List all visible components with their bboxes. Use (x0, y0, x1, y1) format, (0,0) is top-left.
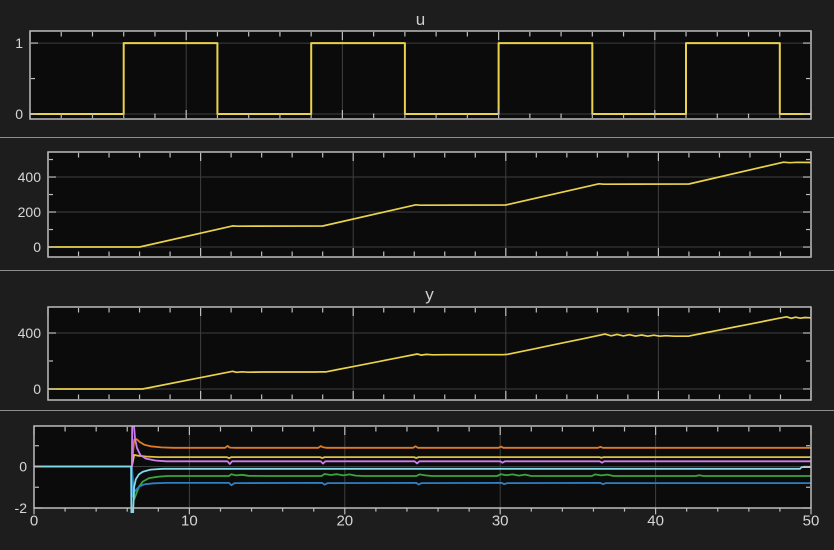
trace-green-state (34, 465, 811, 501)
y-tick-label: 400 (18, 169, 42, 185)
panel-states: -200 10 20 30 40 50 (15, 425, 820, 530)
y-tick-label: 0 (33, 381, 41, 397)
y-tick-label: 400 (18, 325, 42, 341)
trace-y-output (48, 315, 811, 390)
panel-y: 0 400 y (18, 285, 812, 401)
plot-title: y (425, 285, 434, 304)
panel-u: 0 1 u (15, 10, 812, 122)
plot-area (34, 426, 811, 508)
x-tick-label: 40 (647, 513, 664, 530)
x-tick-label: 20 (336, 513, 353, 530)
plot-border (47, 151, 812, 258)
trace-blue-state (34, 465, 811, 498)
y-tick-label: 0 (33, 239, 41, 255)
trace-ramp (48, 161, 811, 248)
x-tick-label: 10 (181, 513, 198, 530)
panel-integrator: 0 200 400 (18, 151, 812, 258)
trace-orange-state (34, 438, 811, 468)
y-tick-label: 0 (19, 458, 27, 474)
y-tick-label: 200 (18, 204, 42, 220)
plot-title: u (416, 10, 425, 29)
plot-border (29, 30, 812, 120)
y-tick-label: 0 (15, 106, 23, 122)
plot-border (33, 425, 812, 509)
plot-border (47, 306, 812, 401)
plot-area (48, 307, 811, 400)
y-tick-label: -2 (15, 500, 28, 516)
trace-magenta-state (34, 426, 811, 468)
x-tick-label: 0 (30, 513, 38, 530)
trace-gold-state (34, 453, 811, 468)
plot-area (30, 31, 811, 119)
x-tick-label: 50 (803, 513, 820, 530)
trace-u-square-wave (30, 42, 811, 115)
y-tick-label: 1 (15, 35, 23, 51)
x-tick-label: 30 (492, 513, 509, 530)
trace-cyan-state (34, 465, 811, 513)
